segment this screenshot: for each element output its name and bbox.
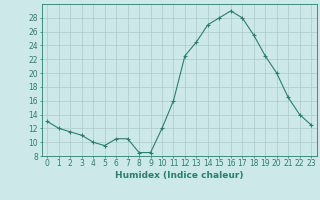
X-axis label: Humidex (Indice chaleur): Humidex (Indice chaleur)	[115, 171, 244, 180]
